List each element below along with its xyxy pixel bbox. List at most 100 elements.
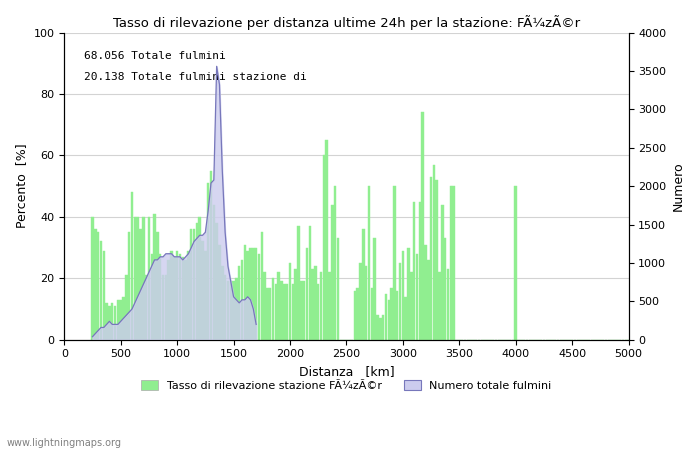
Bar xyxy=(99,242,102,340)
Bar xyxy=(199,217,201,340)
Bar xyxy=(207,183,209,340)
Bar xyxy=(218,244,220,340)
Bar xyxy=(317,284,319,340)
Bar xyxy=(306,248,308,340)
Bar xyxy=(255,248,258,340)
Text: 68.056 Totale fulmini: 68.056 Totale fulmini xyxy=(84,51,226,61)
Bar xyxy=(359,263,362,340)
Bar xyxy=(376,315,379,340)
Bar xyxy=(131,192,133,340)
Bar xyxy=(213,205,215,340)
Bar xyxy=(153,214,156,340)
Bar xyxy=(449,186,452,340)
Bar xyxy=(405,297,407,340)
Bar xyxy=(128,232,130,340)
Bar xyxy=(235,278,237,340)
Bar xyxy=(421,112,424,340)
Bar xyxy=(272,278,274,340)
Bar xyxy=(91,217,94,340)
Bar xyxy=(106,303,108,340)
Bar xyxy=(164,275,167,340)
Bar xyxy=(238,266,241,340)
Bar xyxy=(298,226,300,340)
Bar xyxy=(354,291,356,340)
Bar xyxy=(202,242,204,340)
Bar xyxy=(388,300,390,340)
Bar xyxy=(178,254,181,340)
Bar xyxy=(187,251,190,340)
X-axis label: Distanza   [km]: Distanza [km] xyxy=(299,365,394,378)
Bar xyxy=(402,251,404,340)
Bar xyxy=(514,186,517,340)
Bar xyxy=(224,275,226,340)
Bar xyxy=(365,266,368,340)
Bar xyxy=(396,291,398,340)
Bar xyxy=(303,281,305,340)
Bar xyxy=(114,306,116,340)
Bar xyxy=(230,281,232,340)
Bar xyxy=(427,260,430,340)
Bar xyxy=(241,260,244,340)
Bar xyxy=(379,318,382,340)
Bar xyxy=(295,269,297,340)
Bar xyxy=(407,248,410,340)
Bar xyxy=(385,294,387,340)
Bar xyxy=(274,284,277,340)
Bar xyxy=(111,303,113,340)
Bar xyxy=(232,281,234,340)
Bar xyxy=(162,275,164,340)
Bar xyxy=(249,248,252,340)
Bar xyxy=(134,217,136,340)
Bar xyxy=(260,232,263,340)
Bar xyxy=(444,238,447,340)
Bar xyxy=(382,315,384,340)
Bar xyxy=(258,254,260,340)
Bar xyxy=(280,281,283,340)
Bar xyxy=(120,300,122,340)
Bar xyxy=(312,269,314,340)
Bar xyxy=(320,272,322,340)
Bar xyxy=(173,257,176,340)
Bar xyxy=(102,251,105,340)
Bar xyxy=(331,205,334,340)
Bar xyxy=(244,244,246,340)
Bar xyxy=(323,155,325,340)
Bar xyxy=(252,248,255,340)
Bar xyxy=(410,272,412,340)
Bar xyxy=(204,251,206,340)
Bar xyxy=(441,205,444,340)
Bar xyxy=(277,272,280,340)
Bar xyxy=(142,217,144,340)
Bar xyxy=(269,288,272,340)
Bar xyxy=(447,269,449,340)
Bar xyxy=(289,263,291,340)
Bar xyxy=(266,288,269,340)
Bar xyxy=(221,266,223,340)
Bar xyxy=(122,297,125,340)
Bar xyxy=(337,238,340,340)
Bar xyxy=(413,202,415,340)
Bar xyxy=(430,177,433,340)
Bar xyxy=(370,288,373,340)
Bar xyxy=(362,229,365,340)
Bar xyxy=(438,272,441,340)
Y-axis label: Percento  [%]: Percento [%] xyxy=(15,144,28,229)
Title: Tasso di rilevazione per distanza ultime 24h per la stazione: FÃ¼zÃ©r: Tasso di rilevazione per distanza ultime… xyxy=(113,15,580,30)
Bar xyxy=(263,272,266,340)
Bar xyxy=(356,288,359,340)
Bar xyxy=(94,229,97,340)
Bar xyxy=(193,229,195,340)
Bar xyxy=(416,254,418,340)
Bar xyxy=(136,217,139,340)
Bar xyxy=(190,229,193,340)
Legend: Tasso di rilevazione stazione FÃ¼zÃ©r, Numero totale fulmini: Tasso di rilevazione stazione FÃ¼zÃ©r, N… xyxy=(136,376,556,396)
Bar xyxy=(196,223,198,340)
Bar xyxy=(399,263,401,340)
Bar xyxy=(246,251,249,340)
Bar xyxy=(314,266,316,340)
Bar xyxy=(216,223,218,340)
Bar xyxy=(326,140,328,340)
Bar xyxy=(156,232,159,340)
Bar xyxy=(368,186,370,340)
Bar xyxy=(150,254,153,340)
